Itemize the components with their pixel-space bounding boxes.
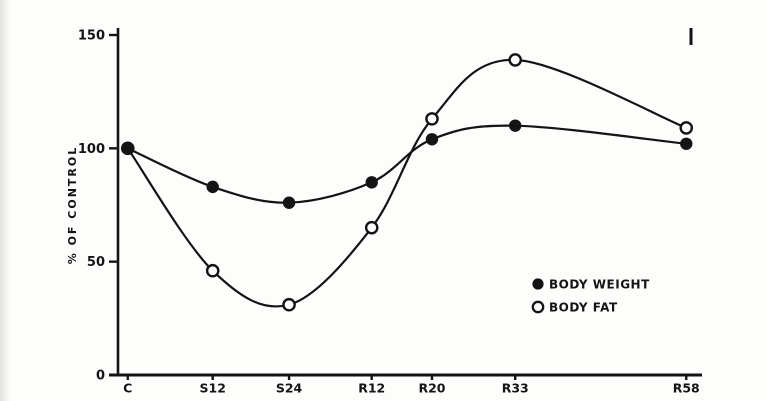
- y-tick-label: 0: [96, 369, 105, 384]
- legend-label: BODY FAT: [549, 301, 618, 315]
- series-markers: [120, 53, 694, 312]
- marker-open-dot: [205, 263, 220, 278]
- legend-marker-filled: [532, 278, 544, 290]
- marker-filled-dot: [282, 196, 296, 209]
- marker-filled-dot: [206, 180, 219, 194]
- marker-filled-dot: [425, 133, 439, 146]
- y-tick-label: 100: [78, 142, 105, 157]
- x-tick-label: S12: [200, 381, 226, 396]
- marker-open-dot: [679, 121, 694, 135]
- x-tick-label: R20: [418, 381, 445, 396]
- marker-open-dot: [425, 112, 439, 126]
- x-tick-label: R12: [358, 381, 385, 396]
- marker-open-dot: [282, 297, 296, 312]
- marker-filled-dot: [121, 142, 134, 155]
- marker-filled-dot: [509, 119, 522, 132]
- marker-filled-dot: [680, 137, 693, 150]
- marker-filled-dot: [365, 176, 378, 189]
- x-tick-label: C: [123, 381, 132, 396]
- x-tick-label: S24: [276, 381, 303, 396]
- x-tick-label: R58: [673, 381, 700, 396]
- y-tick-label: 150: [78, 29, 105, 44]
- marker-open-dot: [508, 53, 523, 67]
- legend: BODY WEIGHT BODY FAT: [531, 278, 650, 315]
- y-axis-title: % OF CONTROL: [66, 146, 79, 265]
- x-tick-label: R33: [502, 381, 529, 396]
- y-tick-label: 50: [87, 255, 105, 270]
- legend-label: BODY WEIGHT: [549, 278, 650, 292]
- marker-open-dot: [364, 220, 379, 235]
- legend-marker-open: [531, 300, 545, 314]
- axes: 0 50 100 150 C S12 S24 R12 R20 R33 R58: [78, 28, 702, 396]
